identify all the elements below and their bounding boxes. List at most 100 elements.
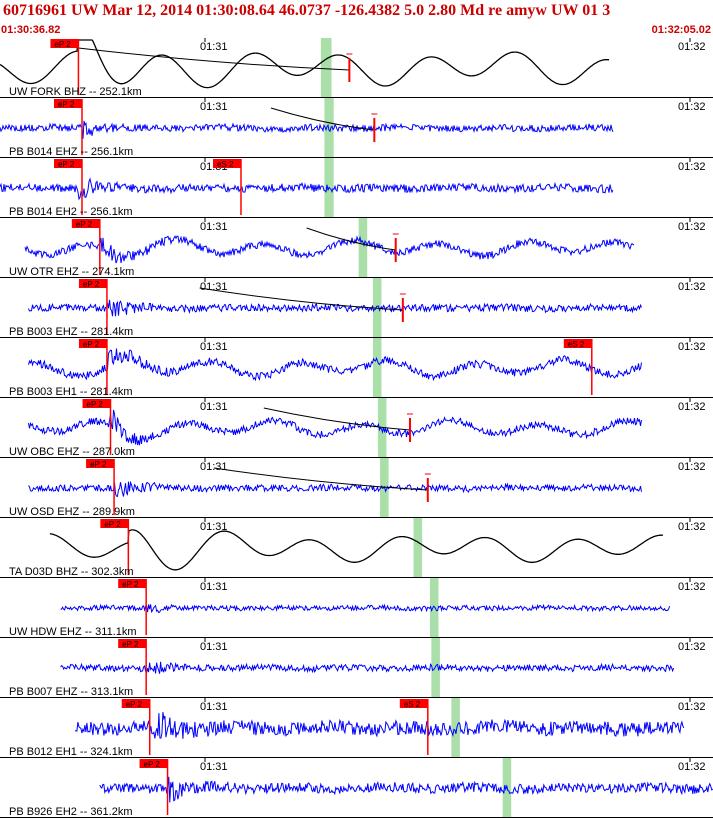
event-header: 60716961 UW Mar 12, 2014 01:30:08.64 46.… [0, 0, 713, 38]
waveform-trace [74, 712, 685, 739]
p-pick-flag [78, 339, 107, 348]
trace-panel: 01:31 01:32 eP 2 PB B003 EHZ -- 281.4km [0, 278, 713, 338]
station-label: UW FORK BHZ -- 252.1km [9, 86, 142, 98]
waveform-trace [99, 776, 713, 803]
time-tick-label: 01:32 [678, 341, 706, 353]
p-pick-flag [118, 639, 147, 648]
trace-panel: 01:31 01:32 eP 2 eS 2 PB B003 EH1 -- 281.4km [0, 338, 713, 398]
p-pick-flag [86, 459, 115, 468]
analysis-window [413, 518, 423, 578]
analysis-window [429, 578, 439, 638]
station-label: UW OBC EHZ -- 287.0km [9, 446, 135, 458]
s-pick-flag [563, 339, 592, 348]
moveout-curve [78, 47, 350, 71]
moveout-curve [213, 467, 428, 491]
p-pick-label: eP 2 [144, 760, 161, 769]
time-tick-label: 01:32 [678, 101, 706, 113]
waveform-trace [49, 529, 663, 571]
moveout-curve [199, 287, 403, 311]
moveout-curve [270, 107, 375, 131]
trace-panel: 01:31 01:32 eP 2 UW OSD EHZ -- 289.9km [0, 458, 713, 518]
time-tick-label: 01:32 [678, 461, 706, 473]
time-tick-label: 01:32 [678, 761, 706, 773]
p-pick-flag [100, 519, 129, 528]
time-tick-label: 01:32 [678, 41, 706, 53]
station-label: UW OSD EHZ -- 289.9km [9, 506, 135, 518]
window-start-time: 01:30:36.82 [1, 24, 61, 36]
p-pick-flag [71, 219, 100, 228]
trace-panel: 01:31 01:32 eP 2 PB B014 EHZ -- 256.1km [0, 98, 713, 158]
p-pick-label: eP 2 [83, 280, 100, 289]
trace-panel: 01:31 01:32 eP 2 PB B926 EH2 -- 361.2km [0, 758, 713, 818]
time-tick-label: 01:32 [678, 161, 706, 173]
time-tick-label: 01:32 [678, 281, 706, 293]
p-pick-flag [53, 159, 82, 168]
waveform-trace [0, 177, 614, 201]
station-label: UW HDW EHZ -- 311.1km [9, 626, 137, 638]
time-tick-label: 01:31 [200, 461, 228, 473]
waveform-trace [28, 409, 642, 446]
time-tick-label: 01:31 [200, 281, 228, 293]
station-label: PB B014 EH2 -- 256.1km [9, 206, 133, 218]
time-tick-label: 01:31 [200, 581, 228, 593]
waveform-trace [24, 235, 635, 264]
station-label: PB B003 EHZ -- 281.4km [9, 326, 133, 338]
waveform-trace [28, 299, 642, 317]
station-label: PB B003 EH1 -- 281.4km [9, 386, 133, 398]
analysis-window [372, 338, 382, 398]
moveout-curve [263, 407, 411, 431]
time-tick-label: 01:31 [200, 41, 228, 53]
p-pick-label: eP 2 [76, 220, 93, 229]
time-tick-label: 01:32 [678, 581, 706, 593]
waveform-trace [60, 603, 671, 614]
window-end-time: 01:32:05.02 [651, 24, 711, 36]
time-tick-label: 01:31 [200, 341, 228, 353]
p-pick-label: eP 2 [58, 100, 75, 109]
s-pick-flag [399, 699, 428, 708]
station-label: TA D03D BHZ -- 302.3km [9, 566, 134, 578]
time-tick-label: 01:32 [678, 401, 706, 413]
station-label: PB B926 EH2 -- 361.2km [9, 806, 133, 818]
waveform-trace [28, 348, 642, 382]
p-pick-label: eP 2 [87, 400, 104, 409]
trace-panel: 01:31 01:32 eP 2 TA D03D BHZ -- 302.3km [0, 518, 713, 578]
p-pick-label: eP 2 [104, 520, 121, 529]
p-pick-label: eP 2 [83, 340, 100, 349]
p-pick-label: eP 2 [122, 580, 139, 589]
station-label: PB B007 EHZ -- 313.1km [9, 686, 133, 698]
station-label: PB B014 EHZ -- 256.1km [9, 146, 133, 158]
moveout-curve [306, 227, 396, 251]
station-label: PB B012 EH1 -- 324.1km [9, 746, 133, 758]
time-tick-label: 01:32 [678, 641, 706, 653]
trace-panel: 01:31 01:32 eP 2 UW FORK BHZ -- 252.1km [0, 38, 713, 98]
time-tick-label: 01:31 [200, 701, 228, 713]
time-tick-label: 01:31 [200, 101, 228, 113]
p-pick-label: eP 2 [54, 40, 71, 49]
time-tick-label: 01:31 [200, 221, 228, 233]
time-tick-label: 01:31 [200, 401, 228, 413]
p-pick-label: eP 2 [122, 640, 139, 649]
p-pick-flag [82, 399, 111, 408]
time-tick-label: 01:32 [678, 221, 706, 233]
trace-panel: 01:31 01:32 eP 2 PB B007 EHZ -- 313.1km [0, 638, 713, 698]
trace-panel: 01:31 01:32 eP 2 UW HDW EHZ -- 311.1km [0, 578, 713, 638]
analysis-window [431, 638, 440, 698]
p-pick-flag [53, 99, 82, 108]
s-pick-label: eS 2 [404, 700, 421, 709]
p-pick-flag [139, 759, 168, 768]
station-label: UW OTR EHZ -- 274.1km [9, 266, 134, 278]
p-pick-flag [50, 39, 79, 48]
analysis-window [377, 398, 387, 458]
time-tick-label: 01:31 [200, 641, 228, 653]
waveform-trace [60, 661, 675, 675]
time-tick-label: 01:31 [200, 521, 228, 533]
waveform-trace [0, 120, 614, 139]
p-pick-label: eP 2 [58, 160, 75, 169]
trace-panel: 01:31 01:32 eP 2 UW OBC EHZ -- 287.0km [0, 398, 713, 458]
time-tick-label: 01:32 [678, 521, 706, 533]
analysis-window [320, 38, 332, 98]
p-pick-label: eP 2 [126, 700, 143, 709]
event-title: 60716961 UW Mar 12, 2014 01:30:08.64 46.… [3, 2, 611, 19]
